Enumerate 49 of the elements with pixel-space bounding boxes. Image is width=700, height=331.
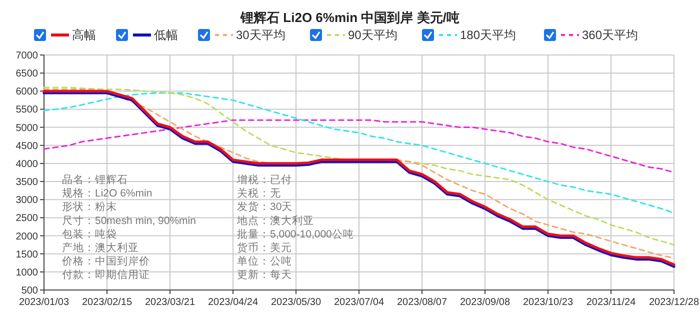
annotation: 批量：5,000-10,000公吨 (237, 227, 354, 240)
legend-label: 30天平均 (236, 28, 286, 42)
annotation: 地点：澳大利亚 (236, 214, 314, 227)
y-tick-label: 4000 (16, 158, 38, 170)
annotation: 关税：无 (237, 186, 281, 200)
annotation: 发货：30天 (237, 201, 293, 214)
legend-label: 180天平均 (460, 28, 516, 42)
x-tick-label: 2023/11/24 (586, 297, 636, 308)
chart-title: 锂辉石 Li2O 6%min 中国到岸 美元/吨 (240, 10, 460, 25)
x-tick-label: 2023/07/04 (334, 297, 384, 308)
annotation: 价格：中国到岸价 (61, 254, 150, 268)
y-tick-label: 5500 (16, 104, 38, 116)
annotation: 包装：吨袋 (62, 227, 117, 240)
annotation: 增税：已付 (236, 173, 292, 186)
y-tick-label: 7000 (16, 50, 38, 62)
line-series (43, 92, 675, 214)
annotation: 尺寸：50mesh min, 90%min (62, 214, 196, 227)
y-tick-label: 6000 (16, 86, 38, 98)
legend-label: 低幅 (154, 28, 178, 42)
y-tick-label: 1000 (16, 267, 38, 278)
y-tick-label: 3000 (16, 195, 38, 206)
x-tick-label: 2023/02/15 (82, 297, 132, 308)
annotation: 更新：每天 (237, 268, 292, 282)
x-tick-label: 2023/04/24 (208, 297, 258, 308)
annotation: 货币：美元 (237, 241, 292, 254)
annotation: 付款：即期信用证 (62, 269, 150, 282)
annotation: 规格：Li2O 6%min (62, 188, 152, 200)
annotation: 形状：粉末 (62, 200, 117, 214)
annotation: 品名：锂辉石 (62, 174, 128, 186)
x-tick-label: 2023/12/28 (648, 297, 700, 308)
y-tick-label: 2500 (16, 213, 38, 224)
y-tick-label: 1500 (16, 249, 38, 260)
annotation: 单位：公吨 (237, 254, 292, 268)
y-tick-label: 2000 (16, 231, 38, 242)
legend-label: 90天平均 (348, 28, 398, 42)
y-tick-label: 5000 (16, 122, 38, 134)
x-tick-label: 2023/05/30 (270, 297, 322, 308)
annotation: 产地：澳大利亚 (62, 241, 139, 254)
x-tick-label: 2023/10/23 (522, 297, 574, 308)
legend-label: 360天平均 (582, 28, 638, 42)
y-tick-label: 3500 (16, 177, 38, 188)
legend-label: 高幅 (72, 28, 96, 42)
y-tick-label: 500 (21, 286, 38, 296)
y-tick-label: 6500 (16, 68, 38, 80)
y-tick-label: 4500 (16, 140, 38, 152)
x-tick-label: 2023/03/21 (144, 297, 196, 308)
x-tick-label: 2023/01/03 (18, 297, 70, 308)
x-tick-label: 2023/08/07 (396, 297, 448, 308)
x-tick-label: 2023/09/08 (460, 297, 510, 308)
